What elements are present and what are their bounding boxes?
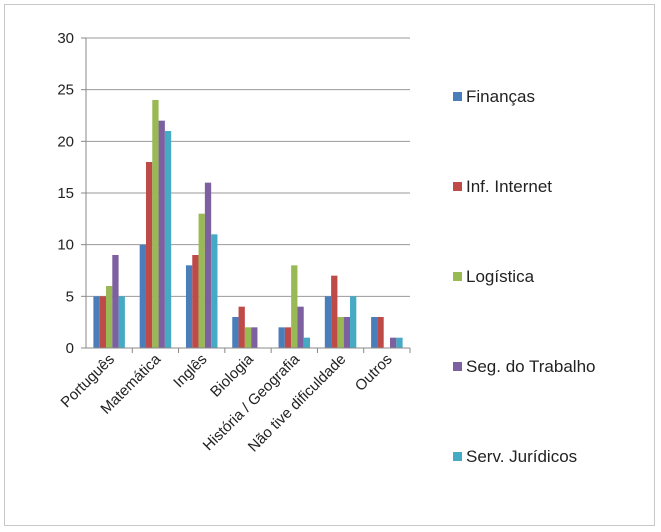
x-tick-label: Inglês bbox=[170, 351, 210, 391]
bar-2-7 bbox=[377, 317, 384, 348]
bar-1-5 bbox=[278, 327, 285, 348]
bar-2-4 bbox=[238, 306, 245, 348]
bar-1-1 bbox=[93, 296, 100, 348]
y-tick-label: 25 bbox=[57, 82, 74, 99]
bar-4-6 bbox=[343, 317, 351, 348]
y-tick-label: 10 bbox=[57, 237, 74, 254]
bar-3-5 bbox=[291, 265, 298, 348]
bar-4-2 bbox=[158, 120, 165, 349]
legend-swatch bbox=[453, 92, 462, 101]
bar-5-6 bbox=[350, 296, 357, 348]
bar-2-1 bbox=[99, 296, 106, 348]
bar-1-2 bbox=[139, 244, 146, 348]
y-tick-label: 0 bbox=[66, 340, 74, 357]
y-tick-labels: 0 5 10 15 20 25 30 bbox=[57, 30, 74, 357]
bar-5-1 bbox=[118, 296, 125, 348]
bar-5-2 bbox=[164, 131, 172, 348]
bar-5-7 bbox=[396, 337, 403, 348]
bar-3-1 bbox=[105, 286, 113, 348]
bar-5-3 bbox=[211, 234, 218, 348]
legend-swatch bbox=[453, 182, 462, 191]
legend-label: Seg. do Trabalho bbox=[466, 357, 595, 376]
bars bbox=[93, 100, 403, 349]
y-tick-label: 20 bbox=[57, 133, 74, 150]
bar-4-5 bbox=[297, 306, 304, 348]
bar-2-2 bbox=[145, 162, 153, 348]
gridlines bbox=[86, 37, 410, 297]
bar-3-6 bbox=[337, 317, 344, 348]
bar-2-3 bbox=[192, 255, 199, 348]
bar-2-5 bbox=[284, 327, 292, 348]
bar-1-6 bbox=[324, 296, 332, 348]
bar-1-4 bbox=[232, 317, 239, 348]
bar-3-4 bbox=[244, 327, 252, 348]
legend-label: Inf. Internet bbox=[466, 177, 552, 196]
bar-5-5 bbox=[303, 337, 311, 348]
axes bbox=[81, 37, 411, 353]
legend-label: Logística bbox=[466, 267, 535, 286]
bar-1-7 bbox=[371, 317, 378, 348]
y-tick-label: 30 bbox=[57, 30, 74, 47]
legend-label: Finanças bbox=[466, 87, 535, 106]
legend-swatch bbox=[453, 452, 462, 461]
legend-swatch bbox=[453, 362, 462, 371]
bar-3-3 bbox=[198, 213, 205, 348]
legend-label: Serv. Jurídicos bbox=[466, 447, 577, 466]
y-tick-label: 15 bbox=[57, 185, 74, 202]
bar-4-7 bbox=[390, 337, 397, 348]
x-tick-label: Outros bbox=[352, 351, 396, 395]
bar-1-3 bbox=[185, 265, 193, 348]
bar-4-1 bbox=[112, 255, 119, 348]
y-tick-label: 5 bbox=[66, 288, 74, 305]
legend-swatch bbox=[453, 272, 462, 281]
bar-3-2 bbox=[152, 100, 159, 348]
legend: Finanças Inf. Internet Logística Seg. do Tr… bbox=[453, 87, 595, 466]
bar-2-6 bbox=[331, 275, 338, 348]
bar-4-3 bbox=[204, 182, 212, 348]
bar-4-4 bbox=[251, 327, 258, 348]
